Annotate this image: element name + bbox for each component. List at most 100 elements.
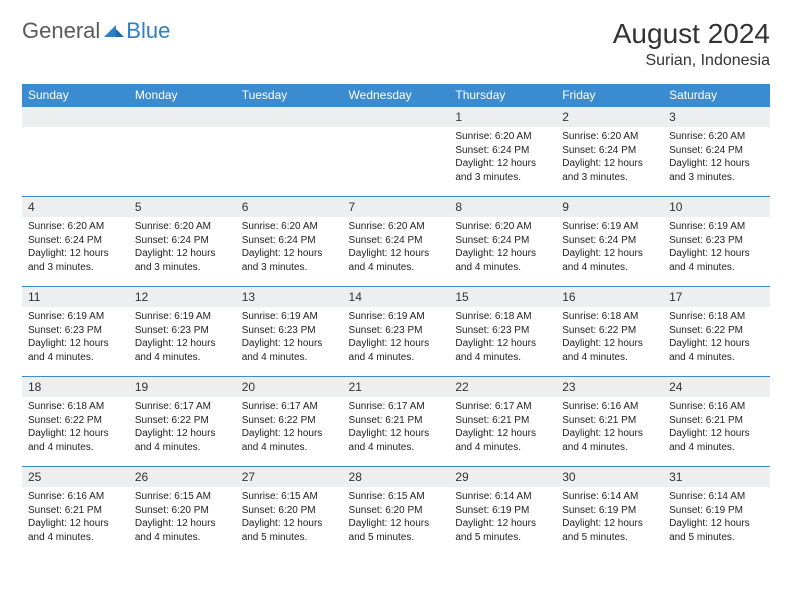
weekday-header: Sunday <box>22 84 129 106</box>
calendar-cell: 24Sunrise: 6:16 AMSunset: 6:21 PMDayligh… <box>663 376 770 466</box>
calendar-cell: 31Sunrise: 6:14 AMSunset: 6:19 PMDayligh… <box>663 466 770 556</box>
day-content <box>236 127 343 136</box>
day-content: Sunrise: 6:16 AMSunset: 6:21 PMDaylight:… <box>556 397 663 460</box>
calendar-cell: 4Sunrise: 6:20 AMSunset: 6:24 PMDaylight… <box>22 196 129 286</box>
day-content: Sunrise: 6:20 AMSunset: 6:24 PMDaylight:… <box>449 217 556 280</box>
day-number: 23 <box>556 376 663 397</box>
calendar-cell <box>129 106 236 196</box>
calendar-cell: 14Sunrise: 6:19 AMSunset: 6:23 PMDayligh… <box>343 286 450 376</box>
weekday-header: Saturday <box>663 84 770 106</box>
daylight-text: Daylight: 12 hours and 4 minutes. <box>28 517 123 544</box>
sunset-text: Sunset: 6:21 PM <box>669 414 764 428</box>
daylight-text: Daylight: 12 hours and 4 minutes. <box>562 427 657 454</box>
sunrise-text: Sunrise: 6:19 AM <box>28 310 123 324</box>
sunset-text: Sunset: 6:19 PM <box>455 504 550 518</box>
sunrise-text: Sunrise: 6:14 AM <box>455 490 550 504</box>
day-content: Sunrise: 6:18 AMSunset: 6:22 PMDaylight:… <box>663 307 770 370</box>
sunset-text: Sunset: 6:20 PM <box>135 504 230 518</box>
day-content: Sunrise: 6:17 AMSunset: 6:22 PMDaylight:… <box>129 397 236 460</box>
calendar-cell: 3Sunrise: 6:20 AMSunset: 6:24 PMDaylight… <box>663 106 770 196</box>
calendar-week: 25Sunrise: 6:16 AMSunset: 6:21 PMDayligh… <box>22 466 770 556</box>
location: Surian, Indonesia <box>613 52 770 70</box>
daylight-text: Daylight: 12 hours and 4 minutes. <box>349 337 444 364</box>
day-number: 25 <box>22 466 129 487</box>
daylight-text: Daylight: 12 hours and 4 minutes. <box>135 517 230 544</box>
day-number: 4 <box>22 196 129 217</box>
calendar-cell: 9Sunrise: 6:19 AMSunset: 6:24 PMDaylight… <box>556 196 663 286</box>
sunrise-text: Sunrise: 6:20 AM <box>455 220 550 234</box>
sunset-text: Sunset: 6:19 PM <box>669 504 764 518</box>
daylight-text: Daylight: 12 hours and 4 minutes. <box>455 427 550 454</box>
calendar-cell: 1Sunrise: 6:20 AMSunset: 6:24 PMDaylight… <box>449 106 556 196</box>
day-content: Sunrise: 6:17 AMSunset: 6:21 PMDaylight:… <box>343 397 450 460</box>
sunrise-text: Sunrise: 6:20 AM <box>669 130 764 144</box>
day-content <box>22 127 129 136</box>
day-content: Sunrise: 6:20 AMSunset: 6:24 PMDaylight:… <box>663 127 770 190</box>
day-content: Sunrise: 6:16 AMSunset: 6:21 PMDaylight:… <box>663 397 770 460</box>
day-number: 11 <box>22 286 129 307</box>
calendar-cell: 17Sunrise: 6:18 AMSunset: 6:22 PMDayligh… <box>663 286 770 376</box>
day-content: Sunrise: 6:19 AMSunset: 6:23 PMDaylight:… <box>22 307 129 370</box>
calendar-week: 1Sunrise: 6:20 AMSunset: 6:24 PMDaylight… <box>22 106 770 196</box>
day-content: Sunrise: 6:20 AMSunset: 6:24 PMDaylight:… <box>343 217 450 280</box>
sunset-text: Sunset: 6:24 PM <box>455 234 550 248</box>
sunrise-text: Sunrise: 6:16 AM <box>28 490 123 504</box>
daylight-text: Daylight: 12 hours and 4 minutes. <box>349 427 444 454</box>
calendar-week: 18Sunrise: 6:18 AMSunset: 6:22 PMDayligh… <box>22 376 770 466</box>
daylight-text: Daylight: 12 hours and 5 minutes. <box>562 517 657 544</box>
day-content: Sunrise: 6:19 AMSunset: 6:23 PMDaylight:… <box>236 307 343 370</box>
calendar-cell: 5Sunrise: 6:20 AMSunset: 6:24 PMDaylight… <box>129 196 236 286</box>
sunset-text: Sunset: 6:21 PM <box>562 414 657 428</box>
sunset-text: Sunset: 6:20 PM <box>349 504 444 518</box>
sunset-text: Sunset: 6:22 PM <box>562 324 657 338</box>
sunrise-text: Sunrise: 6:20 AM <box>242 220 337 234</box>
sunrise-text: Sunrise: 6:15 AM <box>349 490 444 504</box>
day-content: Sunrise: 6:14 AMSunset: 6:19 PMDaylight:… <box>449 487 556 550</box>
day-number: 7 <box>343 196 450 217</box>
day-number: 24 <box>663 376 770 397</box>
daylight-text: Daylight: 12 hours and 4 minutes. <box>242 427 337 454</box>
day-content: Sunrise: 6:15 AMSunset: 6:20 PMDaylight:… <box>129 487 236 550</box>
day-number: 2 <box>556 106 663 127</box>
day-content: Sunrise: 6:20 AMSunset: 6:24 PMDaylight:… <box>129 217 236 280</box>
calendar-cell: 23Sunrise: 6:16 AMSunset: 6:21 PMDayligh… <box>556 376 663 466</box>
sunset-text: Sunset: 6:22 PM <box>135 414 230 428</box>
day-number: 28 <box>343 466 450 487</box>
daylight-text: Daylight: 12 hours and 4 minutes. <box>562 247 657 274</box>
weekday-header-row: SundayMondayTuesdayWednesdayThursdayFrid… <box>22 84 770 106</box>
calendar-cell: 16Sunrise: 6:18 AMSunset: 6:22 PMDayligh… <box>556 286 663 376</box>
day-number: 19 <box>129 376 236 397</box>
calendar-week: 4Sunrise: 6:20 AMSunset: 6:24 PMDaylight… <box>22 196 770 286</box>
sunset-text: Sunset: 6:24 PM <box>669 144 764 158</box>
day-content: Sunrise: 6:20 AMSunset: 6:24 PMDaylight:… <box>449 127 556 190</box>
sunrise-text: Sunrise: 6:17 AM <box>455 400 550 414</box>
calendar-cell: 25Sunrise: 6:16 AMSunset: 6:21 PMDayligh… <box>22 466 129 556</box>
sunrise-text: Sunrise: 6:19 AM <box>669 220 764 234</box>
calendar-cell: 30Sunrise: 6:14 AMSunset: 6:19 PMDayligh… <box>556 466 663 556</box>
sunrise-text: Sunrise: 6:20 AM <box>135 220 230 234</box>
calendar-cell: 29Sunrise: 6:14 AMSunset: 6:19 PMDayligh… <box>449 466 556 556</box>
sunrise-text: Sunrise: 6:14 AM <box>562 490 657 504</box>
day-number: 15 <box>449 286 556 307</box>
sunrise-text: Sunrise: 6:15 AM <box>242 490 337 504</box>
calendar-cell: 27Sunrise: 6:15 AMSunset: 6:20 PMDayligh… <box>236 466 343 556</box>
day-content: Sunrise: 6:17 AMSunset: 6:22 PMDaylight:… <box>236 397 343 460</box>
sunrise-text: Sunrise: 6:16 AM <box>562 400 657 414</box>
sunset-text: Sunset: 6:21 PM <box>28 504 123 518</box>
sunset-text: Sunset: 6:22 PM <box>242 414 337 428</box>
day-number: 26 <box>129 466 236 487</box>
daylight-text: Daylight: 12 hours and 4 minutes. <box>669 337 764 364</box>
day-content: Sunrise: 6:19 AMSunset: 6:23 PMDaylight:… <box>663 217 770 280</box>
daylight-text: Daylight: 12 hours and 5 minutes. <box>242 517 337 544</box>
sunset-text: Sunset: 6:22 PM <box>28 414 123 428</box>
daylight-text: Daylight: 12 hours and 4 minutes. <box>28 337 123 364</box>
sunset-text: Sunset: 6:24 PM <box>562 234 657 248</box>
sunset-text: Sunset: 6:23 PM <box>669 234 764 248</box>
day-content: Sunrise: 6:16 AMSunset: 6:21 PMDaylight:… <box>22 487 129 550</box>
day-number <box>22 106 129 127</box>
calendar-page: General Blue August 2024 Surian, Indones… <box>0 0 792 612</box>
calendar-cell: 2Sunrise: 6:20 AMSunset: 6:24 PMDaylight… <box>556 106 663 196</box>
calendar-cell: 10Sunrise: 6:19 AMSunset: 6:23 PMDayligh… <box>663 196 770 286</box>
day-content: Sunrise: 6:17 AMSunset: 6:21 PMDaylight:… <box>449 397 556 460</box>
sunrise-text: Sunrise: 6:17 AM <box>135 400 230 414</box>
